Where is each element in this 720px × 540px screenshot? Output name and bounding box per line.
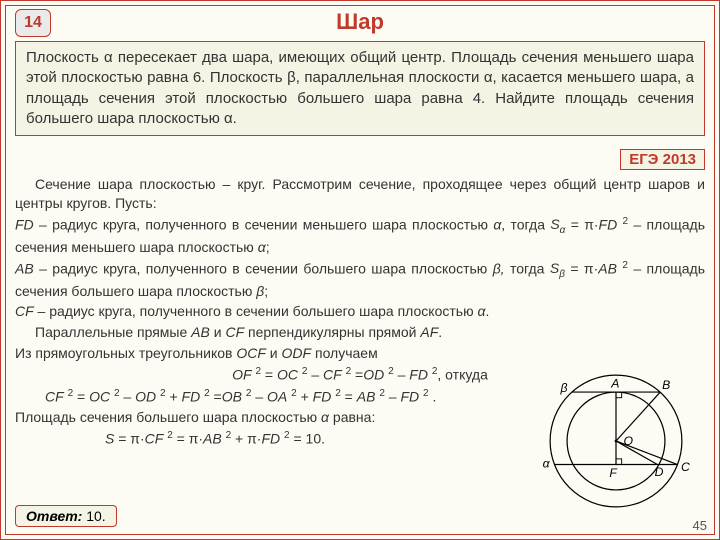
answer-label: Ответ: (26, 508, 82, 524)
page-title: Шар (1, 9, 719, 35)
label-F: F (609, 466, 618, 480)
problem-statement: Плоскость α пересекает два шара, имеющих… (15, 41, 705, 136)
ege-tag: ЕГЭ 2013 (620, 149, 705, 170)
answer-value: 10. (86, 508, 105, 524)
solution-line: Параллельные прямые AB и CF перпендикуля… (15, 323, 705, 342)
solution-line: CF – радиус круга, полученного в сечении… (15, 302, 705, 321)
solution-line: FD – радиус круга, полученного в сечении… (15, 215, 705, 257)
label-O: O (624, 434, 634, 448)
label-A: A (610, 376, 619, 390)
label-C: C (681, 460, 690, 474)
answer-box: Ответ: 10. (15, 505, 117, 527)
problem-text: Плоскость α пересекает два шара, имеющих… (26, 49, 694, 127)
label-beta: β (559, 381, 567, 395)
solution-line: AB – радиус круга, полученного в сечении… (15, 259, 705, 301)
page: 14 Шар Плоскость α пересекает два шара, … (0, 0, 720, 540)
label-D: D (655, 465, 664, 479)
label-alpha: α (543, 456, 551, 470)
geometry-diagram: O A B C D F α β (531, 361, 701, 521)
solution-line: Сечение шара плоскостью – круг. Рассмотр… (15, 175, 705, 213)
label-B: B (662, 378, 670, 392)
